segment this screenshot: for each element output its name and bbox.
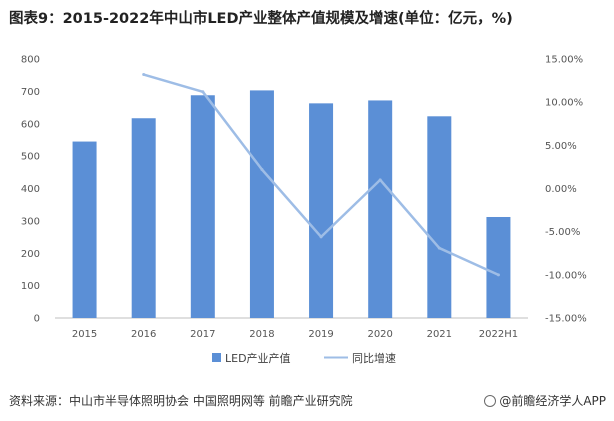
left-tick-label: 100 <box>21 281 40 292</box>
bar <box>190 95 215 318</box>
x-tick-label: 2021 <box>427 329 452 340</box>
right-axis: -15.00% -10.00% -5.00% 0.00% 5.00% 10.00% 15.0… <box>545 55 587 325</box>
line-point <box>142 73 146 77</box>
line-series <box>142 73 500 277</box>
brand-label: @前瞻经济学人APP <box>484 392 606 409</box>
x-tick-label: 2016 <box>131 329 156 340</box>
legend: LED产业产值 同比增速 <box>212 351 396 365</box>
bar <box>427 116 452 319</box>
x-tick-label: 2015 <box>72 329 97 340</box>
bar <box>131 118 156 318</box>
left-tick-label: 400 <box>21 184 40 195</box>
x-tick-label: 2019 <box>308 329 333 340</box>
chart-svg: 0 100 200 300 400 500 600 700 800 -15.00% -10.00%… <box>21 55 587 366</box>
x-tick-label: 2022H1 <box>479 329 518 340</box>
right-tick-label: 5.00% <box>545 141 577 152</box>
left-tick-label: 0 <box>34 314 40 325</box>
left-axis: 0 100 200 300 400 500 600 700 800 <box>21 55 40 325</box>
left-tick-label: 700 <box>21 87 40 98</box>
left-tick-label: 200 <box>21 249 40 260</box>
bar <box>249 90 274 318</box>
line-point <box>319 235 323 239</box>
right-tick-label: -5.00% <box>545 227 580 238</box>
bar-series <box>72 90 511 319</box>
right-tick-label: -10.00% <box>545 270 587 281</box>
left-tick-label: 800 <box>21 55 40 66</box>
x-axis: 2015 2016 2017 2018 2019 2020 2021 2022H1 <box>72 329 518 340</box>
bar <box>72 141 97 318</box>
brand-logo-icon <box>484 395 497 407</box>
legend-label-bar: LED产业产值 <box>225 351 291 365</box>
line-point <box>260 168 264 172</box>
x-tick-label: 2018 <box>249 329 274 340</box>
left-tick-label: 300 <box>21 216 40 227</box>
brand-text: @前瞻经济学人APP <box>499 394 606 408</box>
chart-title: 图表9：2015-2022年中山市LED产业整体产值规模及增速(单位：亿元，%) <box>9 11 513 27</box>
right-tick-label: 15.00% <box>545 55 583 66</box>
line-point <box>378 178 382 182</box>
line-point <box>496 273 500 277</box>
line-point <box>201 90 205 94</box>
legend-swatch-bar <box>212 353 221 362</box>
x-tick-label: 2017 <box>190 329 215 340</box>
source-note: 资料来源：中山市半导体照明协会 中国照明网等 前瞻产业研究院 <box>9 394 353 408</box>
bar <box>368 100 393 318</box>
bar <box>486 216 511 318</box>
left-tick-label: 600 <box>21 119 40 130</box>
left-tick-label: 500 <box>21 152 40 163</box>
line-point <box>437 246 441 250</box>
right-tick-label: 0.00% <box>545 184 577 195</box>
right-tick-label: -15.00% <box>545 314 587 325</box>
legend-label-line: 同比增速 <box>352 351 396 365</box>
x-tick-label: 2020 <box>367 329 392 340</box>
right-tick-label: 10.00% <box>545 98 583 109</box>
bar <box>309 103 334 318</box>
